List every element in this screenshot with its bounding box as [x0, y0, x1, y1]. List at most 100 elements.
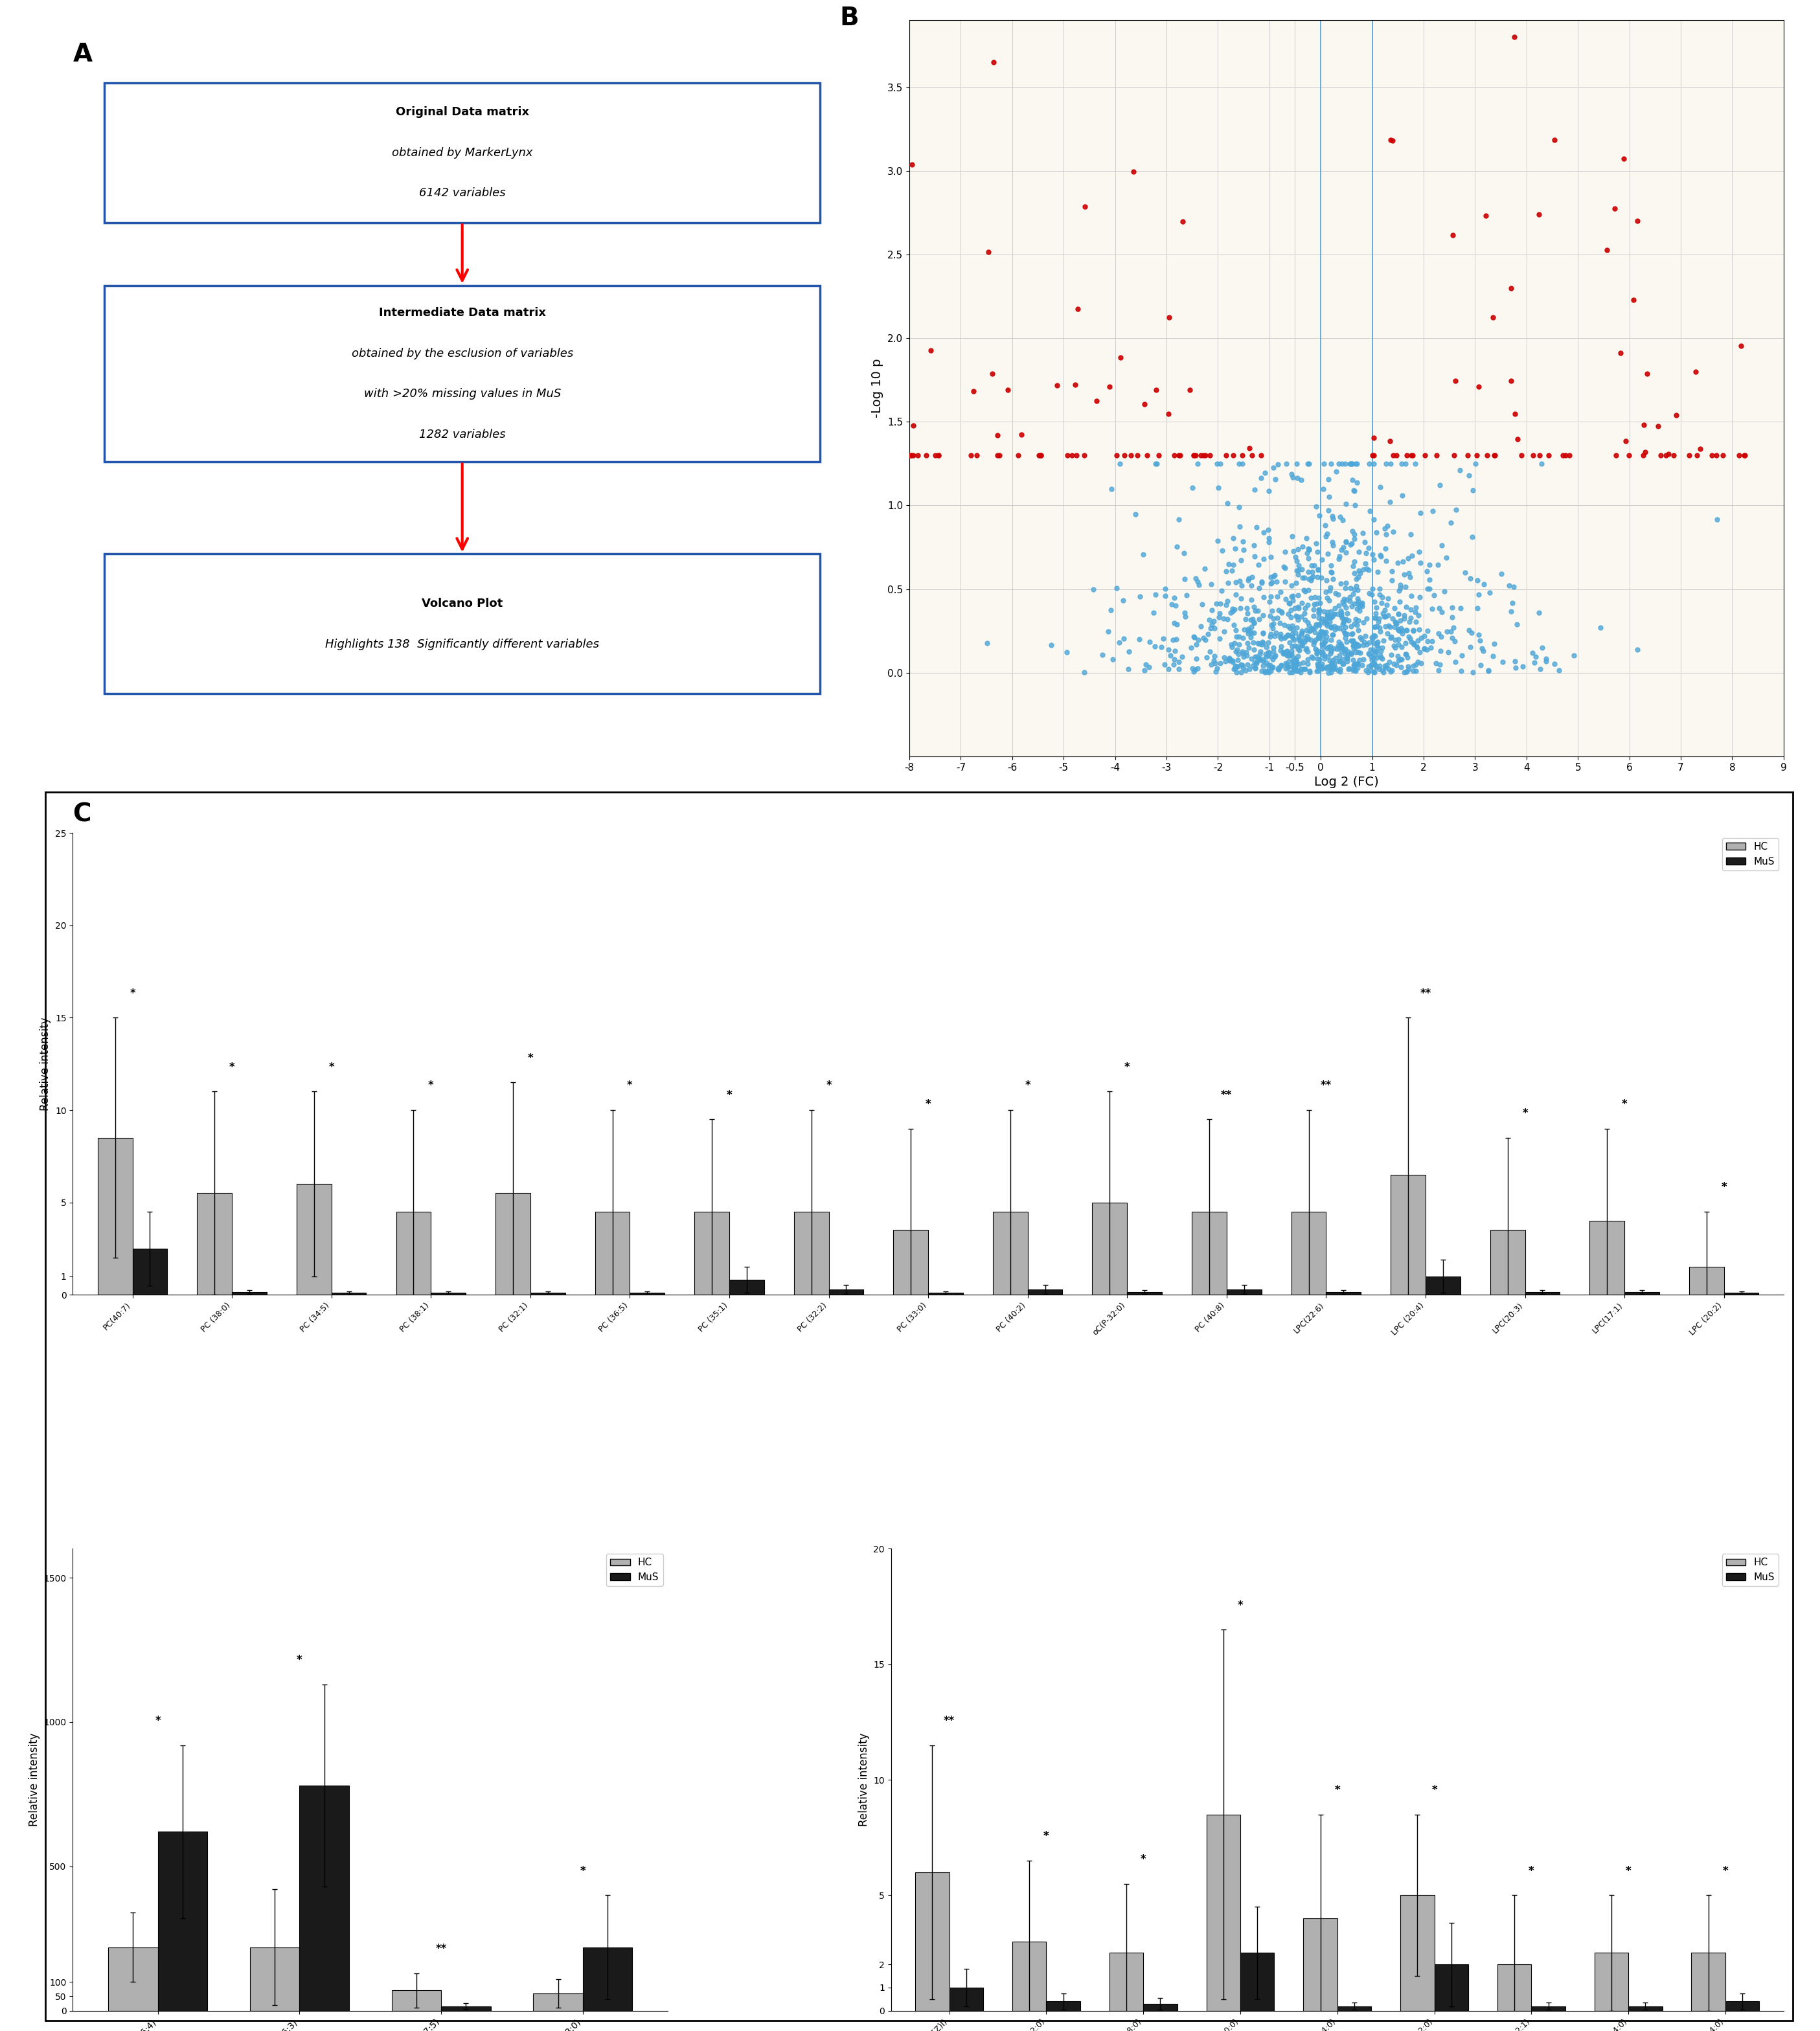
Point: [1370, 601, 1400, 634]
Point: [1385, 575, 1414, 607]
Point: [1360, 542, 1389, 575]
Point: [1285, 621, 1314, 654]
Point: [1381, 439, 1410, 471]
Point: [1338, 654, 1367, 686]
Point: [1421, 648, 1451, 680]
Point: [1307, 615, 1336, 648]
Point: [1130, 648, 1159, 680]
Point: [1327, 630, 1356, 662]
Point: [1365, 603, 1394, 636]
Point: [1329, 583, 1358, 615]
Point: [1310, 510, 1340, 542]
Point: [1358, 439, 1387, 471]
Point: [1205, 447, 1234, 479]
Point: [1108, 585, 1138, 617]
Point: [1287, 617, 1316, 650]
Point: [1360, 447, 1389, 479]
Point: [1296, 615, 1325, 648]
Point: [1063, 292, 1092, 325]
Point: [1310, 624, 1340, 656]
Point: [979, 47, 1008, 79]
Point: [1343, 585, 1372, 617]
Point: [1341, 648, 1370, 680]
Point: [1478, 640, 1507, 672]
Point: [1230, 613, 1259, 646]
Point: [1412, 615, 1441, 648]
Point: [1225, 510, 1254, 542]
Point: [1390, 559, 1420, 591]
Point: [1301, 634, 1330, 666]
Point: [1116, 439, 1145, 471]
Point: [1425, 634, 1454, 666]
Point: [1372, 589, 1401, 621]
Point: [1374, 646, 1403, 678]
Text: *: *: [1432, 1785, 1438, 1795]
Text: *: *: [1238, 1600, 1243, 1611]
Point: [1310, 520, 1340, 552]
Point: [1392, 642, 1421, 674]
Point: [1340, 518, 1369, 550]
Point: [994, 374, 1023, 406]
Point: [1276, 569, 1305, 601]
Point: [1079, 573, 1108, 605]
Point: [1349, 605, 1378, 638]
Point: [1349, 587, 1378, 619]
Point: [1605, 337, 1634, 370]
Point: [1321, 455, 1350, 487]
Point: [1340, 522, 1369, 554]
Point: [1165, 646, 1194, 678]
Point: [1316, 650, 1345, 682]
Point: [1219, 522, 1249, 554]
Point: [1225, 591, 1254, 624]
Point: [1283, 634, 1312, 666]
Point: [1376, 638, 1405, 670]
Point: [1336, 571, 1365, 603]
Point: [1340, 650, 1369, 682]
Point: [1312, 581, 1341, 613]
Point: [1303, 554, 1332, 587]
Point: [1398, 626, 1427, 658]
Point: [1281, 447, 1310, 479]
Text: *: *: [1625, 1864, 1631, 1877]
Point: [1525, 654, 1554, 686]
Point: [1383, 597, 1412, 630]
Point: [1360, 646, 1389, 678]
Point: [1219, 439, 1249, 471]
Point: [1527, 632, 1556, 664]
Point: [1296, 581, 1325, 613]
Point: [1283, 591, 1312, 624]
Point: [1272, 648, 1301, 680]
Point: [1374, 652, 1403, 684]
Point: [1381, 605, 1410, 638]
Point: [1409, 632, 1438, 664]
Point: [1145, 439, 1174, 471]
Point: [1363, 611, 1392, 644]
Point: [1374, 583, 1403, 615]
Point: [1343, 561, 1372, 593]
Point: [1221, 652, 1250, 684]
Point: [1361, 601, 1390, 634]
Point: [1356, 650, 1385, 682]
Point: [1403, 632, 1432, 664]
Bar: [133, 1249, 167, 1296]
Point: [1390, 613, 1420, 646]
Point: [1270, 552, 1299, 585]
Point: [1609, 142, 1638, 175]
Point: [1278, 579, 1307, 611]
Point: [894, 439, 923, 471]
Point: [1136, 626, 1165, 658]
Point: [1378, 654, 1407, 686]
Point: [1139, 597, 1168, 630]
Point: [1332, 536, 1361, 569]
Point: [1305, 597, 1334, 630]
Point: [1394, 650, 1423, 682]
Point: [1334, 654, 1363, 686]
Point: [1372, 650, 1401, 682]
Point: [1329, 607, 1358, 640]
Point: [1325, 599, 1354, 632]
Point: [1196, 648, 1225, 680]
Point: [1296, 656, 1325, 689]
Point: [1128, 538, 1158, 571]
Point: [1159, 648, 1188, 680]
Point: [1314, 599, 1343, 632]
